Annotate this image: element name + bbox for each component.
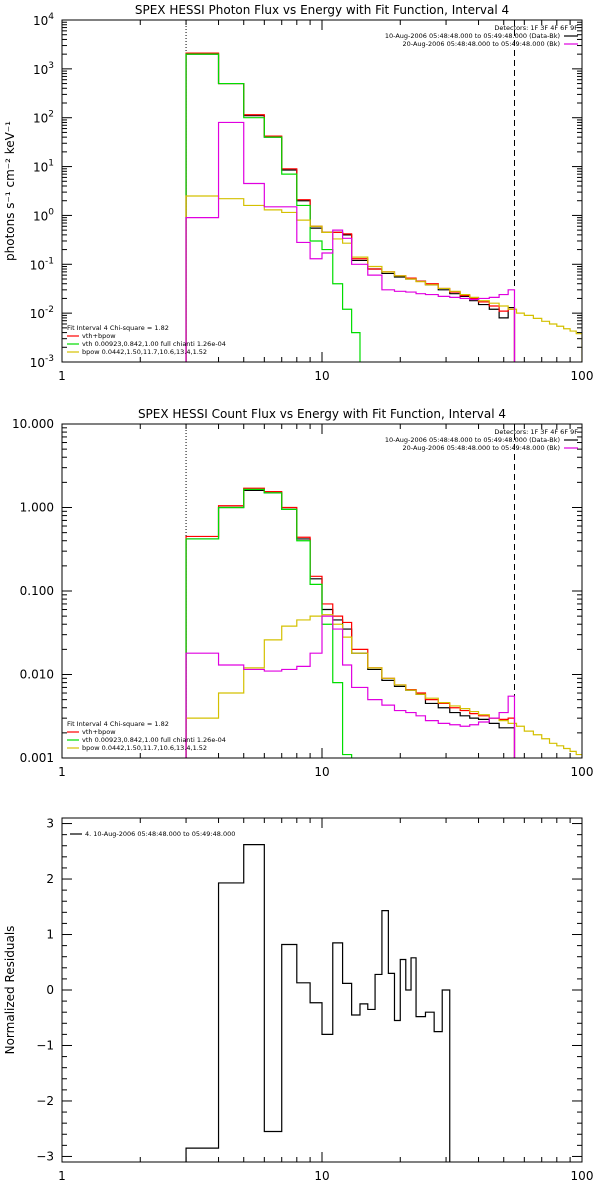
series-bpow: [185, 614, 582, 758]
plot-frame: [61, 19, 583, 363]
y-tick-label: −3: [36, 1149, 54, 1163]
legend-entry: vth+bpow: [82, 728, 116, 736]
y-tick-label: 101: [33, 159, 54, 175]
x-tick-label: 100: [571, 1169, 594, 1183]
y-tick-label: 3: [46, 817, 54, 831]
y-tick-label: 0.001: [20, 751, 54, 765]
x-tick-label: 100: [571, 369, 594, 383]
y-tick-label: −1: [36, 1038, 54, 1052]
x-tick-label: 1: [58, 1169, 66, 1183]
y-axis-label: Normalized Residuals: [3, 926, 17, 1055]
y-tick-label: 104: [33, 12, 54, 28]
x-ticks: [61, 424, 571, 758]
legend-entry: Detectors: 1F 3F 4F 6F 9F: [494, 24, 578, 32]
series-data: [185, 53, 516, 362]
series-resid: [185, 844, 451, 1162]
series-bk: [185, 121, 516, 362]
legend-entry: vth 0.00923,0.842,1.00 full chianti 1.26…: [82, 340, 226, 348]
y-tick-label: −2: [36, 1094, 54, 1108]
y-tick-label: 2: [46, 872, 54, 886]
y-axis-label: photons s⁻¹ cm⁻² keV⁻¹: [3, 121, 17, 261]
y-tick-label: 0: [46, 983, 54, 997]
count-flux-panel: SPEX HESSI Count Flux vs Energy with Fit…: [12, 407, 593, 779]
photon-flux-panel: SPEX HESSI Photon Flux vs Energy with Fi…: [3, 3, 593, 383]
y-tick-label: 10-2: [30, 305, 54, 321]
y-tick-label: 1: [46, 928, 54, 942]
x-tick-label: 100: [571, 765, 594, 779]
legend-bottom-left: Fit Interval 4 Chi-square = 1.82vth+bpow…: [67, 720, 226, 752]
series-model: [185, 52, 516, 362]
y-ticks: [62, 427, 582, 759]
x-ticks: [61, 818, 571, 1162]
x-tick-label: 10: [314, 765, 329, 779]
y-tick-label: 0.100: [20, 584, 54, 598]
series-bk: [185, 615, 516, 758]
chart-title: SPEX HESSI Photon Flux vs Energy with Fi…: [135, 3, 509, 17]
series-group: [185, 52, 582, 362]
legend-entry: 10-Aug-2006 05:48:48.000 to 05:49:48.000…: [385, 32, 560, 40]
residuals-panel: 1 10 100 −3 −2 −1 0 1 2 3 Normalized Residuals 4. 1…: [3, 817, 593, 1183]
y-ticks: [62, 823, 582, 1157]
x-tick-label: 1: [58, 369, 66, 383]
legend-entry: bpow 0.0442,1.50,11.7,10.6,13.4,1.52: [82, 348, 207, 356]
x-ticks: [61, 20, 571, 362]
legend-entry: 4. 10-Aug-2006 05:48:48.000 to 05:49:48.…: [85, 830, 235, 838]
legend-entry: 20-Aug-2006 05:48:48.000 to 05:49:48.000…: [403, 40, 560, 48]
y-tick-label: 10.000: [12, 417, 54, 431]
legend-entry: 10-Aug-2006 05:48:48.000 to 05:49:48.000…: [385, 436, 560, 444]
series-data: [185, 489, 516, 758]
series-group: [185, 844, 451, 1162]
series-vth: [185, 53, 361, 362]
legend-entry: 20-Aug-2006 05:48:48.000 to 05:49:48.000…: [403, 444, 560, 452]
y-tick-label: 1.000: [20, 501, 54, 515]
y-tick-label: 102: [33, 110, 54, 126]
series-model: [185, 487, 516, 758]
legend-entry: Detectors: 1F 3F 4F 6F 9F: [494, 428, 578, 436]
legend-entry: bpow 0.0442,1.50,11.7,10.6,13.4,1.52: [82, 744, 207, 752]
legend-top-left: 4. 10-Aug-2006 05:48:48.000 to 05:49:48.…: [70, 830, 235, 838]
chart-title: SPEX HESSI Count Flux vs Energy with Fit…: [138, 407, 506, 421]
y-tick-label: 103: [33, 61, 54, 77]
x-tick-label: 10: [314, 1169, 329, 1183]
plot-frame: [61, 817, 583, 1163]
x-tick-label: 10: [314, 369, 329, 383]
legend-entry: vth+bpow: [82, 332, 116, 340]
series-bpow: [185, 195, 582, 362]
series-vth: [185, 488, 353, 758]
legend-entry: vth 0.00923,0.842,1.00 full chianti 1.26…: [82, 736, 226, 744]
y-tick-label: 100: [33, 207, 54, 223]
y-tick-label: 0.010: [20, 668, 54, 682]
legend-bottom-left: Fit Interval 4 Chi-square = 1.82vth+bpow…: [67, 324, 226, 356]
plot-frame: [61, 423, 583, 759]
legend-entry: Fit Interval 4 Chi-square = 1.82: [67, 324, 169, 332]
series-group: [185, 487, 582, 758]
legend-entry: Fit Interval 4 Chi-square = 1.82: [67, 720, 169, 728]
y-tick-label: 10-3: [30, 354, 54, 370]
y-tick-label: 10-1: [30, 256, 54, 272]
x-tick-label: 1: [58, 765, 66, 779]
